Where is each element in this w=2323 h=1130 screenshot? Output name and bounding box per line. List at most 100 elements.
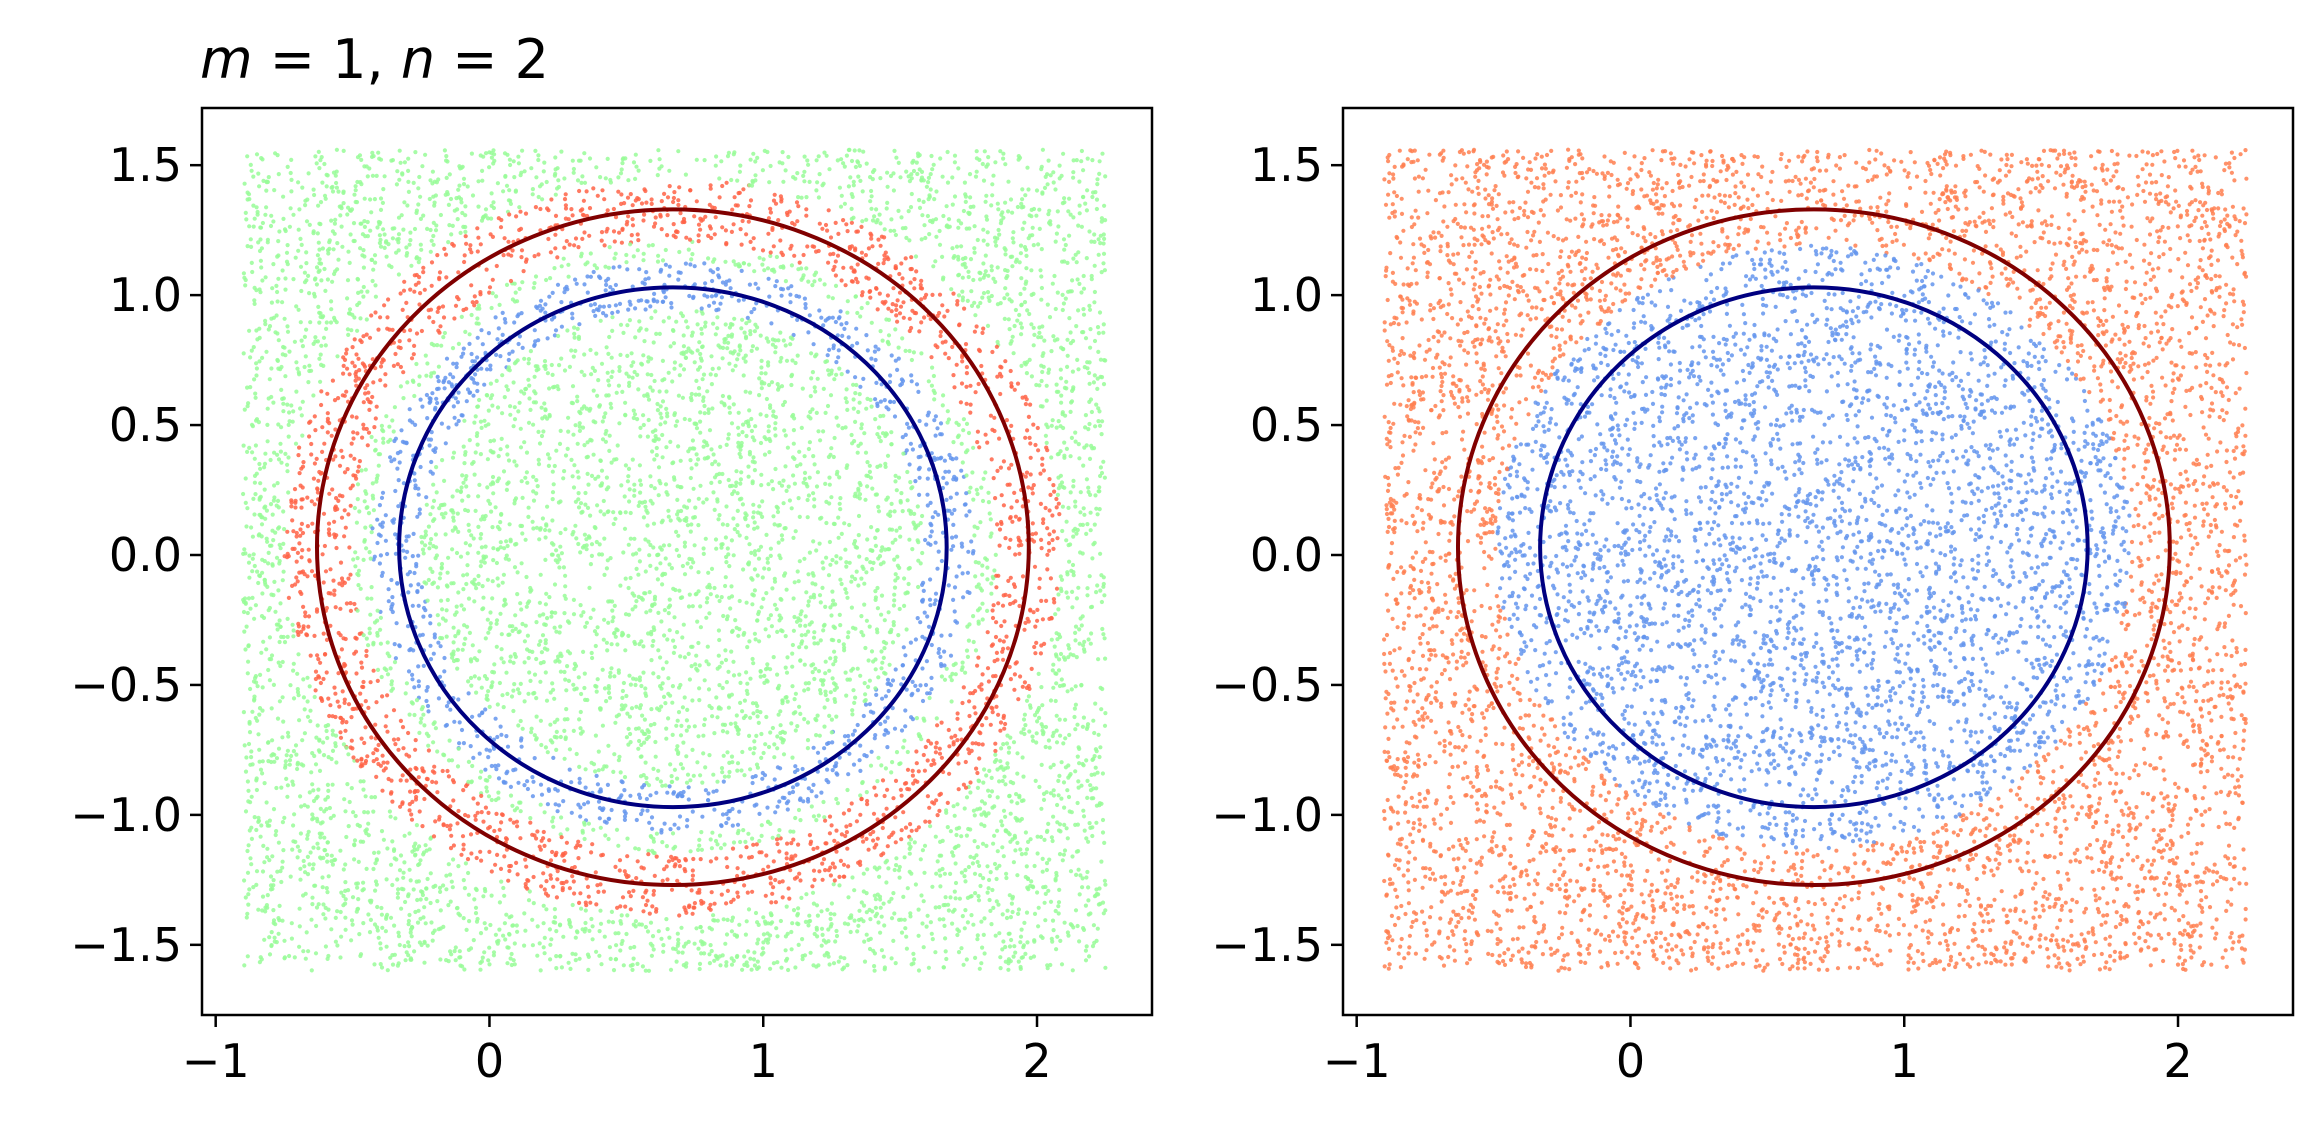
scatter-point [1073,499,1078,504]
scatter-point [276,338,281,343]
scatter-point [821,628,826,633]
scatter-point [297,372,302,377]
scatter-point [620,157,625,162]
scatter-point [743,389,748,394]
scatter-point [906,425,912,430]
scatter-point [291,212,296,217]
scatter-point [613,516,618,521]
scatter-point [1059,400,1064,405]
scatter-point [800,937,805,942]
scatter-point [313,688,318,693]
scatter-point [667,562,672,567]
scatter-point [244,624,249,629]
scatter-point [974,766,979,771]
scatter-point [879,649,884,654]
scatter-point [766,231,771,236]
scatter-point [470,461,475,466]
scatter-point [280,268,285,273]
scatter-point [531,901,536,906]
scatter-point [586,894,591,899]
scatter-point [926,965,932,970]
scatter-point [404,538,409,543]
scatter-point [535,829,540,834]
scatter-point [502,921,507,926]
scatter-point [602,512,607,517]
scatter-point [612,603,617,609]
scatter-point [628,536,633,541]
scatter-point [984,217,990,222]
scatter-point [436,696,441,701]
scatter-point [889,916,895,921]
scatter-point [930,937,935,942]
scatter-point [682,540,688,545]
scatter-point [807,550,813,555]
scatter-point [1071,215,1076,220]
scatter-point [1018,940,1023,945]
scatter-point [870,566,875,572]
scatter-point [790,684,795,689]
scatter-point [891,830,896,835]
scatter-point [1097,485,1102,490]
scatter-point [1062,196,1067,201]
scatter-point [987,877,992,883]
scatter-point [1083,903,1088,908]
scatter-point [790,755,795,760]
scatter-point [789,372,795,377]
scatter-point [381,440,386,445]
scatter-point [675,776,680,781]
scatter-point [809,804,814,809]
scatter-point [272,935,277,940]
scatter-point [808,950,813,955]
scatter-point [805,244,810,249]
scatter-point [802,296,808,301]
scatter-point [697,837,702,843]
scatter-point [607,448,612,453]
scatter-point [921,945,926,950]
scatter-point [804,195,809,200]
scatter-point [1053,612,1058,617]
scatter-point [731,553,736,558]
scatter-point [635,859,640,864]
scatter-point [856,923,861,928]
scatter-point [750,836,755,841]
scatter-point [1070,278,1075,283]
scatter-point [499,632,504,637]
scatter-point [653,309,658,314]
scatter-point [680,635,685,640]
scatter-point [859,250,865,255]
scatter-point [746,474,751,479]
scatter-point [649,707,654,712]
scatter-point [421,712,426,717]
scatter-point [938,873,943,878]
scatter-point [755,714,760,719]
scatter-point [855,666,860,671]
scatter-point [354,671,359,676]
scatter-point [890,527,895,532]
scatter-point [837,185,843,190]
scatter-point [1097,423,1103,428]
scatter-point [381,768,386,773]
scatter-point [833,259,838,264]
scatter-point [482,674,488,679]
scatter-point [501,572,506,577]
scatter-point [672,767,678,772]
scatter-point [661,943,666,948]
scatter-point [963,879,968,884]
scatter-point [613,720,618,725]
scatter-point [779,965,784,970]
scatter-point [495,702,500,707]
scatter-point [947,771,952,776]
scatter-point [683,261,689,266]
scatter-point [416,664,421,669]
scatter-point [891,891,896,896]
scatter-point [522,356,527,361]
scatter-point [722,722,728,728]
scatter-point [595,193,600,198]
scatter-point [676,202,681,208]
scatter-point [247,721,252,726]
scatter-point [738,227,743,232]
scatter-point [676,198,681,203]
scatter-point [344,351,349,356]
scatter-point [775,934,780,939]
scatter-point [527,670,532,675]
